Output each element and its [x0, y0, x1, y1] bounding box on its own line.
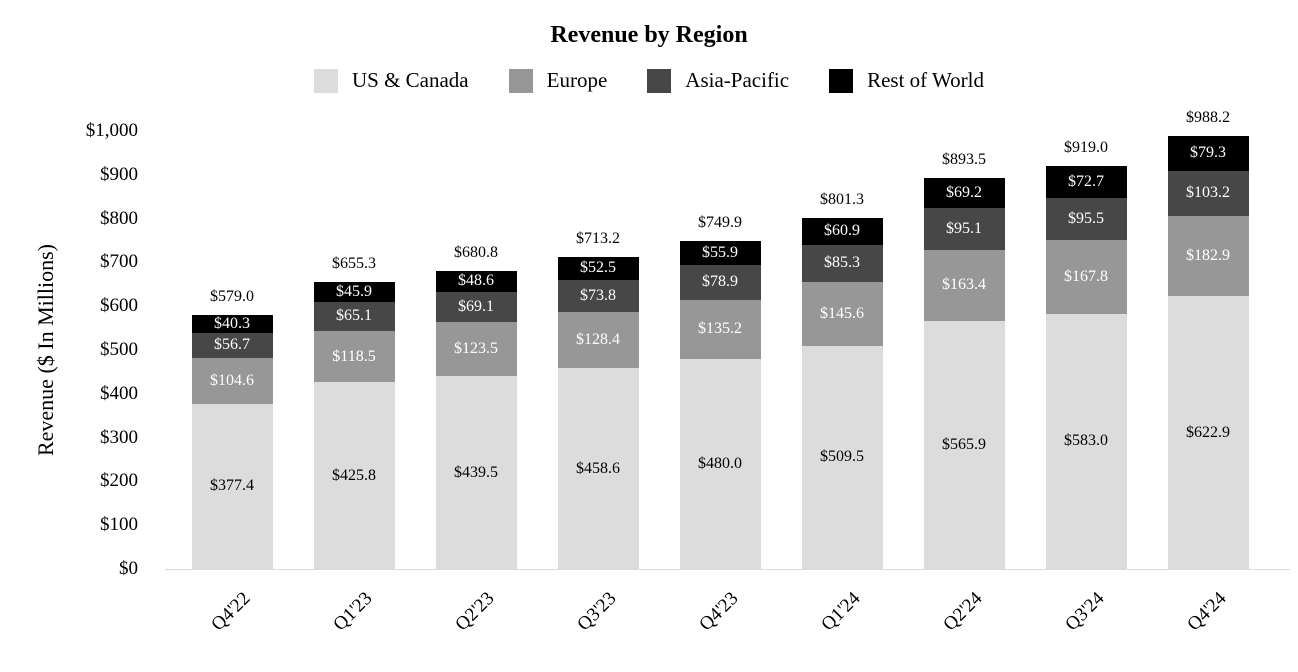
bar-total-label: $579.0	[210, 288, 254, 306]
bar-segment-rest-of-world: $52.5	[557, 256, 639, 280]
x-tick-label: Q4'23	[695, 588, 743, 636]
y-tick-label: $900	[100, 163, 138, 185]
legend-swatch-us-canada	[313, 68, 338, 93]
y-tick-label: $300	[100, 426, 138, 448]
bar-segment-asia-pacific: $65.1	[313, 302, 395, 331]
bar-segment-rest-of-world: $69.2	[923, 177, 1005, 208]
legend-item: Europe	[508, 68, 608, 93]
bar-segment-europe: $135.2	[679, 299, 761, 359]
bar-segment-rest-of-world: $48.6	[435, 270, 517, 293]
x-tick-label: Q2'23	[451, 588, 499, 636]
bar-segment-asia-pacific: $73.8	[557, 279, 639, 312]
bar-segment-rest-of-world: $45.9	[313, 281, 395, 303]
bar-segment-europe: $182.9	[1167, 216, 1249, 297]
bar-segment-rest-of-world: $60.9	[801, 218, 883, 245]
legend-swatch-europe	[508, 68, 533, 93]
legend-swatch-rest-of-world	[829, 68, 854, 93]
x-tick-label: Q4'24	[1183, 588, 1231, 636]
legend: US & Canada Europe Asia-Pacific Rest of Wor…	[0, 68, 1298, 93]
legend-label: US & Canada	[351, 68, 469, 92]
y-tick-label: $700	[100, 251, 138, 273]
legend-item: US & Canada	[313, 68, 469, 93]
x-tick-label: Q2'24	[939, 588, 987, 636]
bar-segment-europe: $123.5	[435, 322, 517, 377]
bar-segment-rest-of-world: $79.3	[1167, 136, 1249, 171]
bar-total-label: $713.2	[576, 229, 620, 247]
y-tick-label: $1,000	[85, 120, 138, 141]
legend-label: Asia-Pacific	[685, 68, 790, 92]
bar-segment-rest-of-world: $55.9	[679, 240, 761, 265]
bar-total-label: $801.3	[820, 191, 864, 209]
bar-total-label: $655.3	[332, 254, 376, 272]
bar-segment-europe: $163.4	[923, 249, 1005, 322]
bar-segment-rest-of-world: $40.3	[191, 315, 273, 334]
bar-total-label: $988.2	[1186, 109, 1230, 127]
x-tick-label: Q3'24	[1061, 588, 1109, 636]
bar-segment-europe: $104.6	[191, 357, 273, 404]
x-tick-label: Q1'24	[817, 588, 865, 636]
bar-segment-europe: $118.5	[313, 330, 395, 383]
bar-segment-us-canada: $583.0	[1045, 313, 1127, 569]
bar-segment-us-canada: $565.9	[923, 321, 1005, 569]
bar-segment-us-canada: $439.5	[435, 376, 517, 569]
bar-segment-us-canada: $480.0	[679, 358, 761, 569]
x-tick-label: Q3'23	[573, 588, 621, 636]
bar-segment-europe: $145.6	[801, 282, 883, 346]
chart-title: Revenue by Region	[550, 22, 748, 48]
legend-swatch-asia-pacific	[647, 68, 672, 93]
bar-total-label: $680.8	[454, 243, 498, 261]
y-tick-label: $500	[100, 339, 138, 360]
bar-segment-us-canada: $425.8	[313, 382, 395, 569]
y-tick-label: $600	[100, 295, 138, 317]
bar-segment-europe: $167.8	[1045, 240, 1127, 314]
bar-segment-asia-pacific: $95.5	[1045, 198, 1127, 241]
bar-segment-europe: $128.4	[557, 311, 639, 369]
legend-item: Asia-Pacific	[647, 68, 789, 93]
bar-total-label: $893.5	[942, 150, 986, 168]
y-tick-label: $800	[100, 207, 138, 229]
x-axis-line	[165, 569, 1290, 570]
bar-segment-asia-pacific: $56.7	[191, 333, 273, 358]
x-tick-label: Q4'22	[207, 588, 255, 636]
bar-segment-us-canada: $377.4	[191, 403, 273, 569]
bar-segment-asia-pacific: $85.3	[801, 244, 883, 283]
y-tick-label: $200	[100, 470, 138, 492]
y-tick-label: $400	[100, 382, 138, 404]
bar-segment-asia-pacific: $78.9	[679, 264, 761, 300]
y-tick-label: $0	[119, 558, 138, 579]
y-tick-label: $100	[100, 514, 138, 536]
legend-label: Rest of World	[867, 68, 985, 92]
legend-item: Rest of World	[829, 68, 984, 93]
legend-label: Europe	[546, 68, 608, 92]
bar-total-label: $919.0	[1064, 139, 1108, 157]
bar-segment-us-canada: $622.9	[1167, 296, 1249, 569]
bar-total-label: $749.9	[698, 213, 742, 231]
bar-segment-asia-pacific: $95.1	[923, 207, 1005, 250]
bar-segment-us-canada: $458.6	[557, 368, 639, 569]
bar-segment-us-canada: $509.5	[801, 345, 883, 569]
bar-segment-rest-of-world: $72.7	[1045, 166, 1127, 199]
bar-segment-asia-pacific: $69.1	[435, 292, 517, 323]
x-tick-label: Q1'23	[329, 588, 377, 636]
bar-segment-asia-pacific: $103.2	[1167, 170, 1249, 217]
